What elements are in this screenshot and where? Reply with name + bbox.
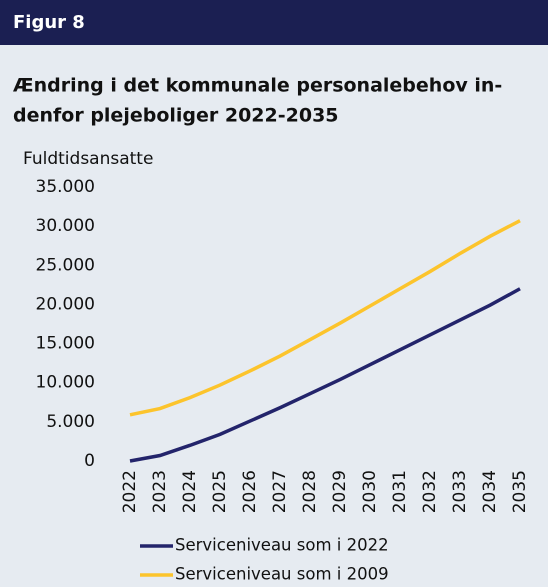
legend-label: Serviceniveau som i 2022 xyxy=(175,536,389,555)
x-tick-label: 2026 xyxy=(240,470,260,513)
y-tick-label: 20.000 xyxy=(36,294,95,314)
legend-label: Serviceniveau som i 2009 xyxy=(175,565,389,584)
x-tick-label: 2029 xyxy=(330,470,350,513)
figure-label: Figur 8 xyxy=(13,12,85,33)
series-line xyxy=(129,219,521,417)
x-tick-label: 2030 xyxy=(360,470,380,513)
chart-title: Ændring i det kommunale personalebehov i… xyxy=(13,75,502,97)
y-tick-label: 15.000 xyxy=(36,334,95,354)
x-tick-label: 2025 xyxy=(210,470,230,513)
x-tick-label: 2031 xyxy=(390,470,410,513)
x-tick-label: 2032 xyxy=(420,470,440,513)
series-line xyxy=(129,287,521,463)
header-bar xyxy=(0,0,548,45)
x-tick-label: 2034 xyxy=(480,470,500,513)
x-tick-label: 2033 xyxy=(450,470,470,513)
y-tick-label: 25.000 xyxy=(36,255,95,275)
y-tick-label: 0 xyxy=(84,451,95,471)
y-tick-label: 35.000 xyxy=(36,177,95,197)
y-tick-label: 10.000 xyxy=(36,373,95,393)
y-tick-label: 5.000 xyxy=(46,412,95,432)
chart-title: denfor plejeboliger 2022-2035 xyxy=(13,105,339,127)
y-tick-label: 30.000 xyxy=(36,216,95,236)
x-tick-label: 2035 xyxy=(510,470,530,513)
x-tick-label: 2022 xyxy=(120,470,140,513)
x-tick-label: 2027 xyxy=(270,470,290,513)
y-axis-label: Fuldtidsansatte xyxy=(23,149,153,169)
x-tick-label: 2023 xyxy=(150,470,170,513)
x-tick-label: 2028 xyxy=(300,470,320,513)
x-tick-label: 2024 xyxy=(180,470,200,513)
